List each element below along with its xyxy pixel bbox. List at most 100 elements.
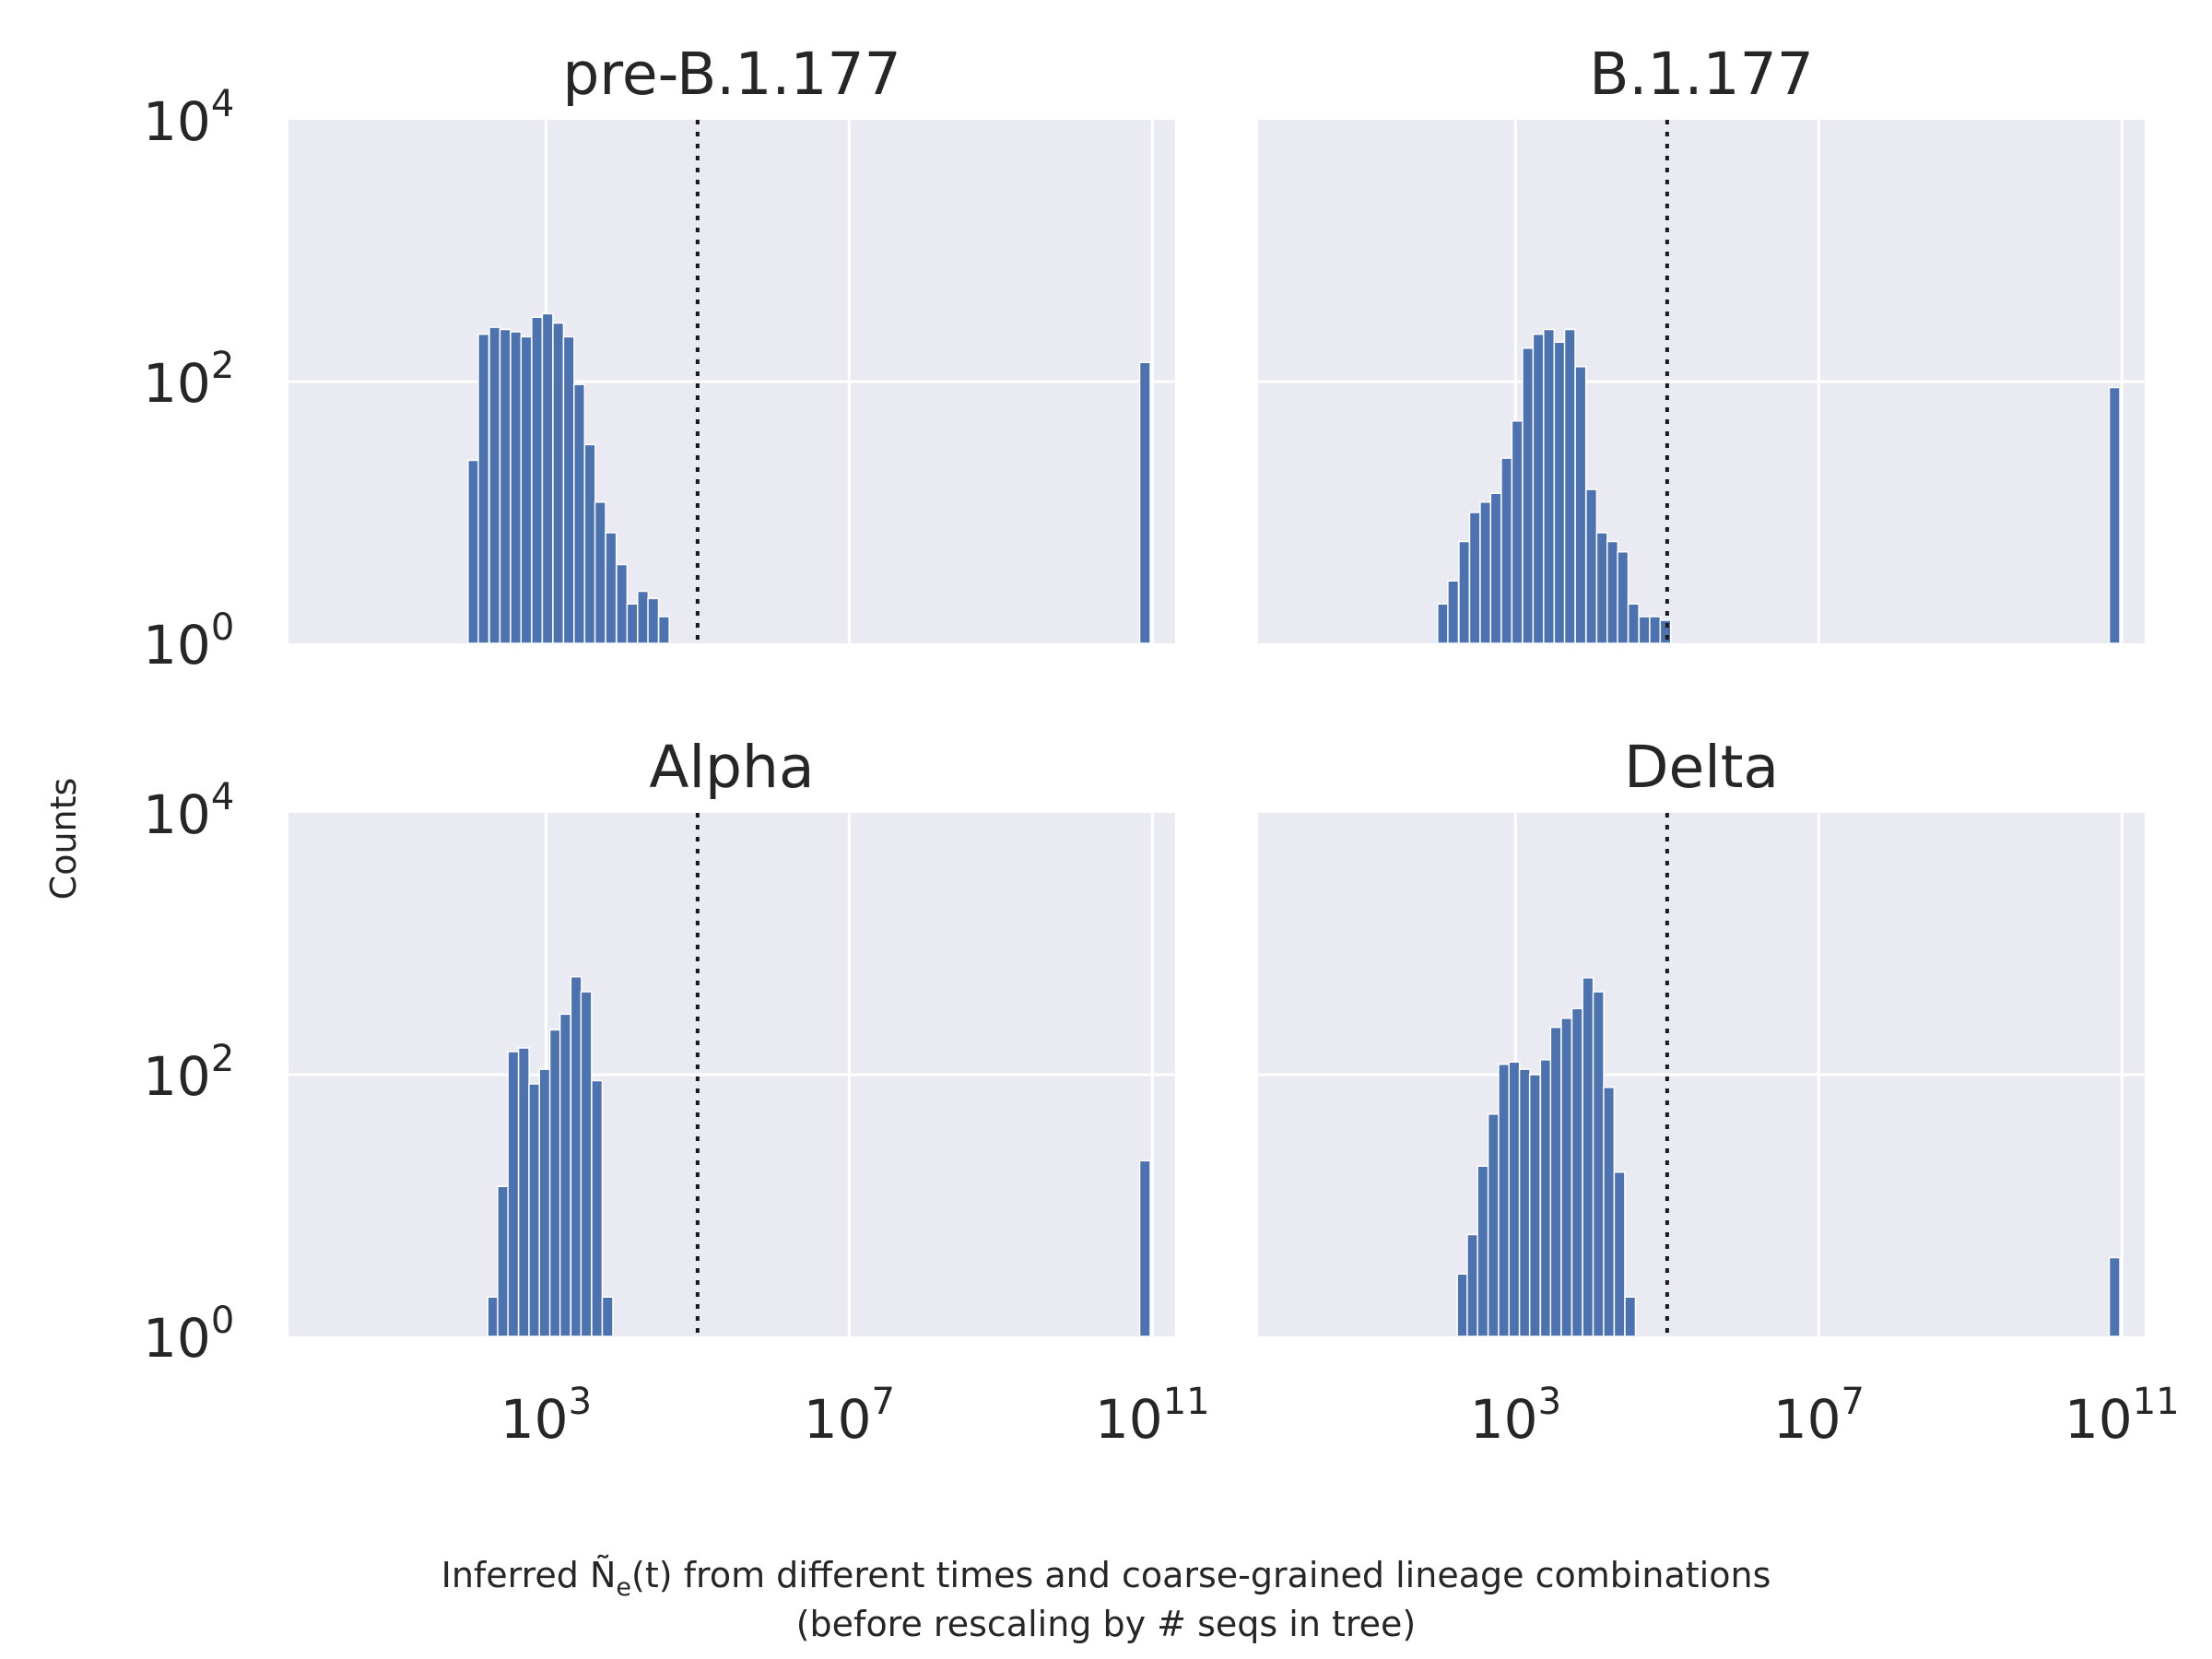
histogram-bar [1603, 1087, 1616, 1337]
histogram-bar [637, 590, 650, 644]
histogram-bar [538, 1068, 551, 1337]
histogram-bar [1553, 341, 1566, 644]
histogram-bar [1468, 512, 1481, 644]
x-axis-label-line2: (before rescaling by # seqs in tree) [796, 1604, 1417, 1644]
histogram-bar [1585, 488, 1598, 644]
histogram-bar [467, 459, 480, 644]
y-tick-label: 100 [143, 606, 234, 677]
histogram-bar [2108, 1256, 2121, 1337]
histogram-bar [1458, 540, 1471, 644]
x-tick-label: 107 [1773, 1381, 1865, 1451]
y-tick-base: 10 [143, 90, 211, 153]
histogram-bar [1539, 1059, 1552, 1337]
x-tick-label: 1011 [2065, 1381, 2180, 1451]
histogram-bar [520, 335, 533, 644]
panel-title: B.1.177 [1589, 41, 1814, 108]
histogram-bar [1437, 603, 1450, 644]
histogram-bar [657, 616, 670, 644]
x-axis-label-part1: Inferred Ñ [441, 1555, 617, 1595]
histogram-bar [531, 316, 544, 644]
panel-title: pre-B.1.177 [562, 41, 900, 108]
histogram-bar [1659, 619, 1672, 644]
x-tick-base: 10 [804, 1388, 872, 1451]
histogram-bar [580, 991, 593, 1337]
histogram-bar [605, 532, 618, 644]
x-tick-exponent: 11 [2133, 1381, 2180, 1423]
histogram-bar [591, 1079, 604, 1337]
x-tick-label: 103 [500, 1381, 592, 1451]
histogram-bar [594, 501, 606, 644]
x-tick-label: 107 [804, 1381, 895, 1451]
histogram-bar [601, 1296, 614, 1337]
histogram-bar [583, 443, 596, 644]
histogram-bar [1487, 1112, 1500, 1337]
histogram-bar [647, 597, 660, 644]
histogram-bar [1477, 1165, 1489, 1337]
x-tick-base: 10 [1470, 1388, 1538, 1451]
histogram-bar [1138, 361, 1151, 644]
histogram-bar [552, 322, 565, 644]
x-tick-base: 10 [1095, 1388, 1163, 1451]
y-tick-exponent: 4 [211, 83, 234, 125]
histogram-bar [1649, 616, 1662, 644]
histogram-bar [1624, 1296, 1637, 1337]
histogram-bar [573, 383, 586, 644]
histogram-bar [562, 335, 575, 644]
histogram-bar [510, 331, 523, 644]
y-tick-base: 10 [143, 1045, 211, 1108]
y-tick-base: 10 [143, 1307, 211, 1370]
x-tick-label: 1011 [1095, 1381, 1210, 1451]
y-tick-base: 10 [143, 783, 211, 846]
x-tick-exponent: 3 [569, 1381, 592, 1423]
histogram-bar [1574, 366, 1587, 644]
histogram-bar [1617, 550, 1630, 644]
histogram-bar [1456, 1273, 1469, 1337]
histogram-bar [1498, 1064, 1511, 1337]
x-tick-exponent: 7 [872, 1381, 895, 1423]
x-axis-label-subscript: e [616, 1573, 631, 1602]
histogram-bar [1511, 419, 1524, 644]
y-tick-exponent: 0 [211, 1300, 234, 1342]
histogram-bar [1522, 347, 1535, 644]
histogram-bar [488, 326, 501, 644]
histogram-bar [548, 1029, 561, 1337]
histogram-bar [1606, 540, 1619, 644]
histogram-bar [616, 563, 629, 644]
x-tick-label: 103 [1470, 1381, 1561, 1451]
histogram-bar [559, 1013, 571, 1337]
x-tick-base: 10 [1773, 1388, 1841, 1451]
y-tick-label: 102 [143, 1038, 234, 1108]
panel-2: B.1.177 [1258, 41, 2145, 644]
histogram-bar [570, 976, 582, 1337]
panel-title: Alpha [649, 734, 814, 801]
x-tick-base: 10 [500, 1388, 569, 1451]
histogram-bar [1532, 333, 1545, 644]
histogram-bar [1613, 1171, 1626, 1337]
y-axis-label: Counts [43, 778, 84, 900]
histogram-bar [487, 1296, 500, 1337]
histogram-bar [1560, 1017, 1573, 1337]
x-tick-base: 10 [2065, 1388, 2133, 1451]
histogram-bar [528, 1083, 541, 1337]
histogram-bar [1508, 1061, 1521, 1337]
panel-title: Delta [1624, 734, 1779, 801]
x-axis-label-part2: (t) from different times and coarse-grai… [631, 1555, 1771, 1595]
histogram-bar [517, 1047, 530, 1337]
y-tick-label: 104 [143, 776, 234, 846]
histogram-bar [1447, 580, 1460, 644]
histogram-bar [1563, 328, 1576, 644]
histogram-bar [2108, 386, 2121, 644]
histogram-bar [1543, 328, 1556, 644]
histogram-bar [499, 328, 512, 644]
x-tick-exponent: 7 [1841, 1381, 1865, 1423]
histogram-bar [477, 333, 490, 644]
histogram-bar [1479, 501, 1492, 644]
histogram-bar [626, 603, 639, 644]
histogram-bar [1138, 1159, 1151, 1337]
x-tick-exponent: 3 [1538, 1381, 1561, 1423]
